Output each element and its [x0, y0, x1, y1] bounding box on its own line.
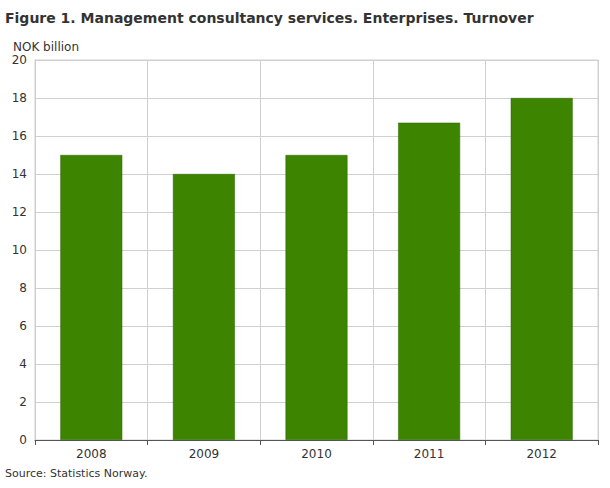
svg-text:14: 14: [12, 167, 27, 181]
svg-text:2012: 2012: [526, 447, 557, 461]
svg-text:8: 8: [19, 281, 27, 295]
svg-text:NOK billion: NOK billion: [13, 40, 79, 54]
svg-text:2008: 2008: [76, 447, 107, 461]
svg-text:2: 2: [19, 395, 27, 409]
svg-text:10: 10: [12, 243, 27, 257]
svg-text:4: 4: [19, 357, 27, 371]
svg-text:0: 0: [19, 433, 27, 447]
svg-text:6: 6: [19, 319, 27, 333]
svg-text:18: 18: [12, 91, 27, 105]
svg-text:16: 16: [12, 129, 27, 143]
svg-text:Figure 1. Management consultan: Figure 1. Management consultancy service…: [5, 10, 534, 26]
svg-text:2011: 2011: [414, 447, 445, 461]
svg-text:2010: 2010: [301, 447, 332, 461]
svg-text:2009: 2009: [189, 447, 220, 461]
svg-text:12: 12: [12, 205, 27, 219]
svg-text:20: 20: [12, 53, 27, 67]
svg-text:Source: Statistics Norway.: Source: Statistics Norway.: [5, 467, 147, 480]
